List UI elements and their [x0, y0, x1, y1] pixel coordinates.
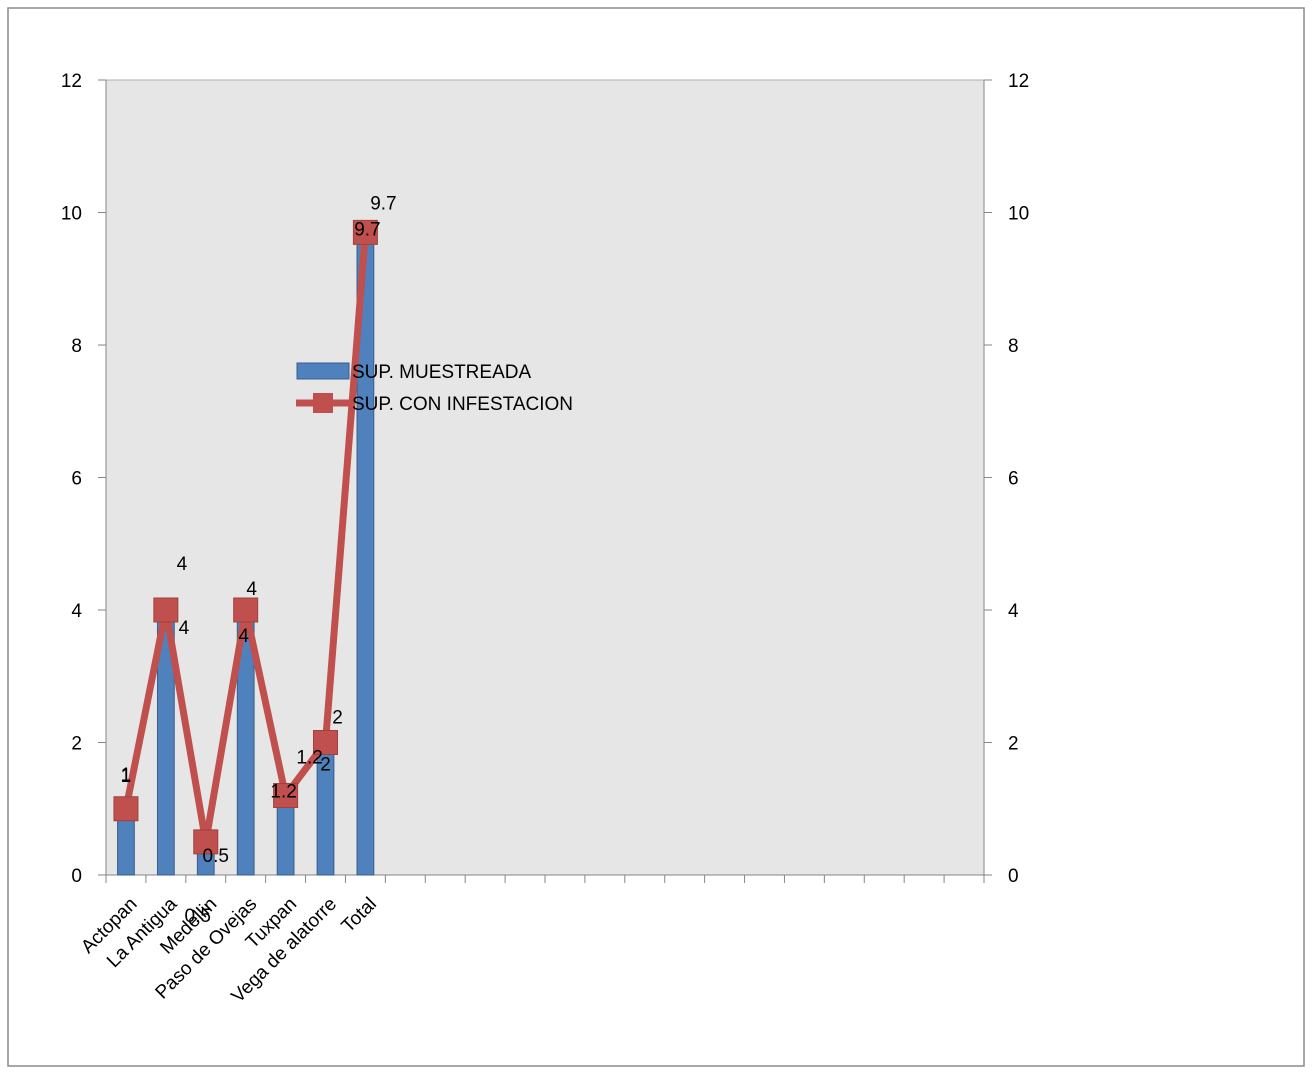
line-data-label: 4 — [177, 554, 188, 575]
line-marker — [352, 219, 378, 245]
y-tick-label: 0 — [71, 866, 82, 887]
bar-data-label: 4 — [238, 626, 249, 647]
bar-data-label: 2 — [320, 755, 331, 776]
y2-tick-label: 12 — [1008, 71, 1029, 92]
y-tick-label: 12 — [61, 71, 82, 92]
y-tick-label: 4 — [71, 601, 82, 622]
legend-swatch-bar — [296, 362, 350, 380]
line-data-label: 4 — [246, 579, 257, 600]
y2-tick-label: 8 — [1008, 336, 1019, 357]
legend-label-bar: SUP. MUESTREADA — [352, 362, 531, 383]
line-marker — [273, 783, 299, 808]
line-data-label: 1.2 — [296, 748, 322, 769]
y2-tick-label: 2 — [1008, 734, 1019, 755]
y2-tick-label: 4 — [1008, 601, 1019, 622]
line-marker — [233, 597, 259, 623]
line-marker — [153, 597, 179, 623]
legend-swatch-marker — [313, 393, 333, 413]
y2-tick-label: 6 — [1008, 469, 1019, 490]
line-data-label: 1 — [121, 766, 132, 787]
line-layer — [113, 219, 378, 855]
y2-tick-label: 0 — [1008, 866, 1019, 887]
y-tick-label: 8 — [71, 336, 82, 357]
line-marker — [313, 730, 338, 755]
bar-data-label: 0.5 — [185, 906, 211, 927]
y2-tick-label: 10 — [1008, 204, 1029, 225]
legend: SUP. MUESTREADA SUP. CON INFESTACION — [296, 362, 573, 415]
bars-layer — [117, 231, 375, 876]
bar-data-label: 4 — [179, 618, 190, 639]
line-data-label: 2 — [332, 708, 343, 729]
y-tick-label: 6 — [71, 469, 82, 490]
legend-label-line: SUP. CON INFESTACION — [352, 394, 573, 415]
y-tick-label: 10 — [61, 204, 82, 225]
bar-data-label: 9.7 — [354, 219, 380, 240]
y-tick-label: 2 — [71, 734, 82, 755]
line-data-label: 0.5 — [203, 846, 229, 867]
line-data-label: 9.7 — [370, 193, 396, 214]
bar-data-label: 1 — [121, 765, 132, 786]
bar-data-label: 1.2 — [270, 782, 296, 803]
line-marker — [193, 829, 219, 855]
line-marker — [113, 796, 139, 822]
